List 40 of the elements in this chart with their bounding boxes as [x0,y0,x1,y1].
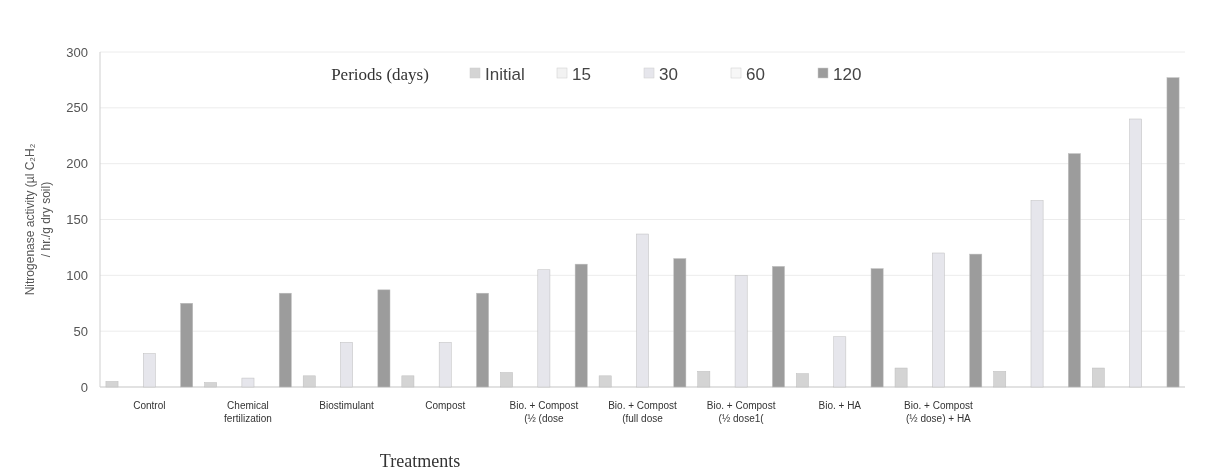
x-tick-label: Bio. + Compost (½ dose) + HA [904,400,973,424]
y-tick-label: 150 [66,212,88,228]
x-tick-label: Bio. + Compost (full dose [608,400,678,424]
x-tick-label: Bio. + Compost (½ dose1( [706,400,776,424]
bar [476,292,489,388]
bar [870,268,884,388]
bar [340,342,353,388]
legend-label: 30 [659,65,678,84]
bar [278,292,292,388]
y-tick-label: 100 [66,267,88,283]
legend-label: 120 [833,65,862,84]
legend-label: 60 [746,65,765,84]
bar [241,377,255,388]
bar [377,289,391,388]
x-tick-label: Compost [425,400,466,411]
bar [833,336,847,388]
bar [969,253,983,388]
x-tick-label: Bio. + Compost (½ (dose [509,400,579,424]
bar [143,353,156,388]
legend-label: Initial [485,65,525,84]
y-tick-label: 0 [80,379,88,395]
legend-label: 15 [572,65,591,84]
y-tick-label: 50 [73,323,88,339]
bar [673,258,687,388]
bar [1166,77,1180,388]
y-tick-label: 200 [66,156,88,172]
bar [772,266,785,388]
x-tick-label: Bio. + HA [818,400,862,411]
bar [1068,153,1081,388]
bar [438,342,452,388]
x-tick-label: Biostimulant [319,400,375,411]
y-tick-label: 300 [66,44,88,60]
bar [574,263,588,388]
y-axis-title: Nitrogenase activity (µl C₂H₂ / hr./g dry soil) [23,143,53,296]
legend-title: Periods (days) [331,65,429,84]
y-tick-label: 250 [66,100,88,116]
x-tick-label: Chemical fertilization [224,400,272,424]
x-tick-label: Control [133,400,166,411]
bar [180,303,193,388]
x-axis-title: Treatments [379,451,461,471]
